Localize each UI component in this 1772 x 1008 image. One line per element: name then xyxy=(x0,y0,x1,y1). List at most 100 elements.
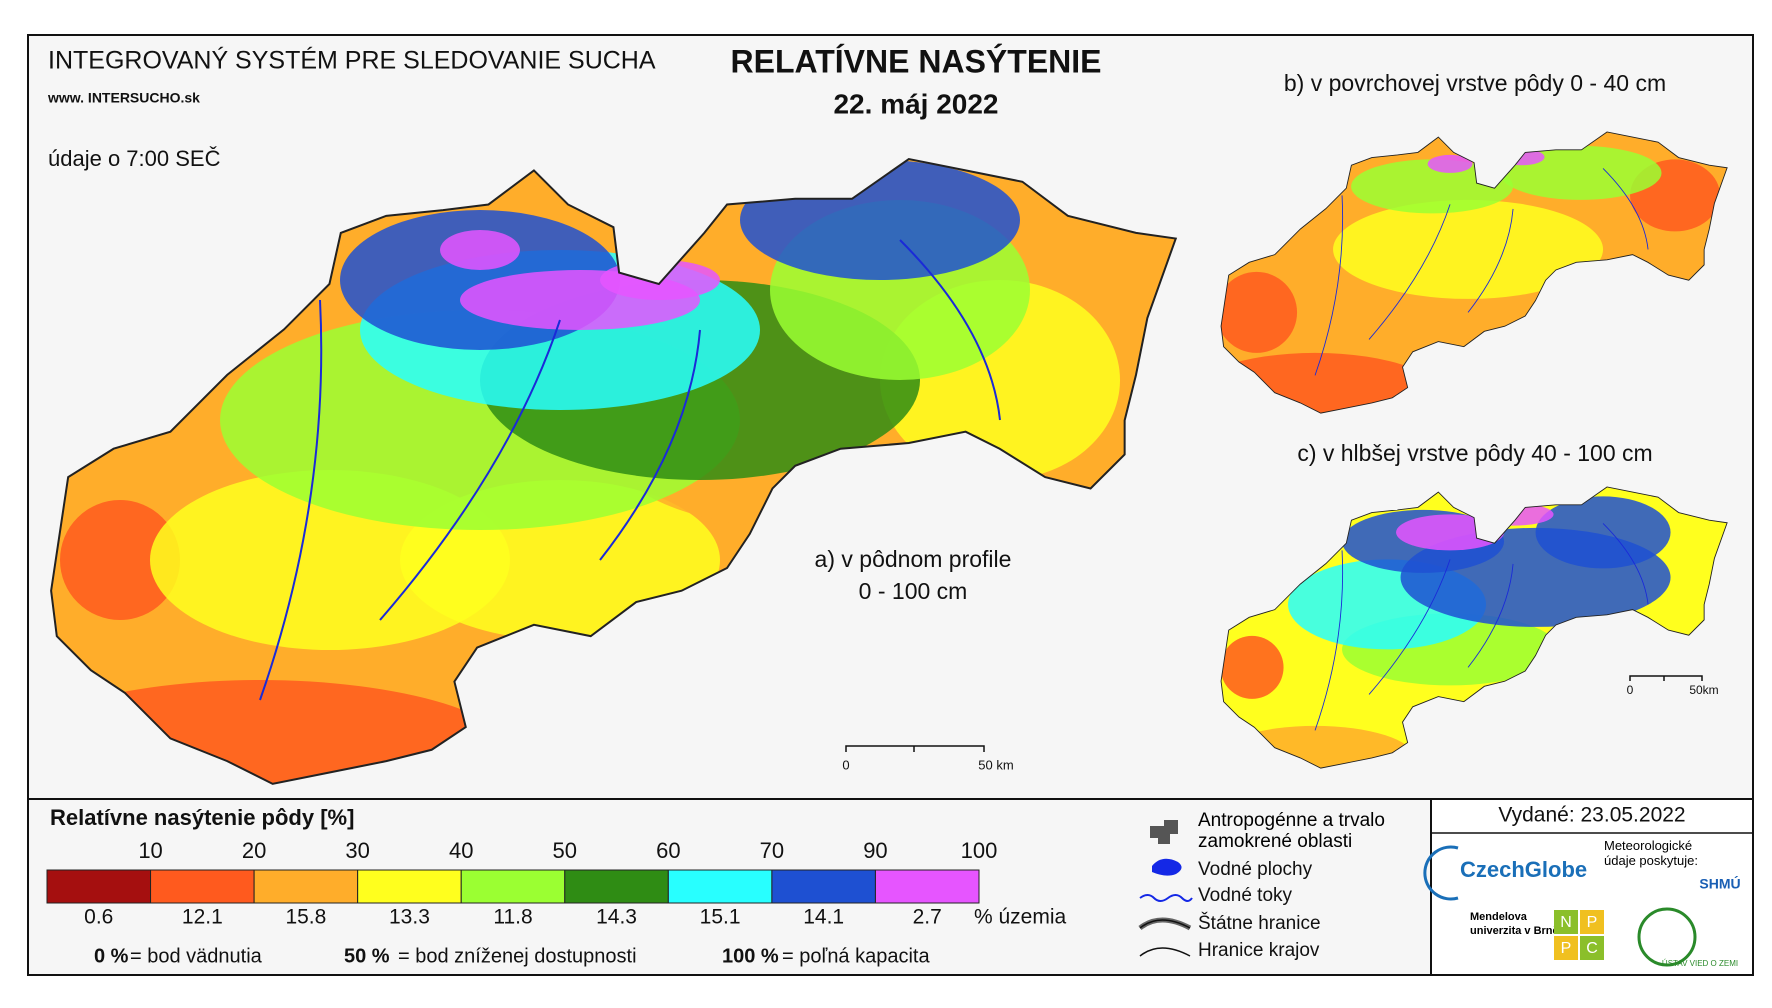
moisture-area xyxy=(60,500,180,620)
logo: ÚSTAV VIED O ZEMI xyxy=(1662,959,1738,968)
legend-swatch xyxy=(874,869,980,904)
region-icon xyxy=(1139,947,1191,957)
legend-bound: 70 xyxy=(760,838,784,863)
scale-bar xyxy=(845,745,985,752)
river xyxy=(899,239,1001,421)
nppc-cell xyxy=(1554,910,1578,934)
moisture-area xyxy=(1427,154,1473,173)
legend-share: 2.7 xyxy=(913,906,942,929)
anthropogenic-icon xyxy=(1150,820,1178,844)
mendel-box: Mendelova univerzita v Brně xyxy=(1470,911,1559,937)
meteo-text: Meteorologické údaje poskytuje: xyxy=(1604,838,1698,868)
note-text: = bod vädnutia xyxy=(130,945,263,967)
note-text: = bod zníženej dostupnosti xyxy=(398,945,637,967)
legend-swatch xyxy=(667,869,773,904)
nppc-logo: N PP C xyxy=(1554,910,1604,960)
scale-label: 0 xyxy=(1627,683,1634,697)
moisture-area xyxy=(1351,159,1514,214)
scale-label: 0 xyxy=(842,757,849,772)
logo-arc xyxy=(1423,845,1459,901)
moisture-area xyxy=(440,230,520,270)
title: RELATÍVNE NASÝTENIE xyxy=(731,43,1102,79)
river xyxy=(1602,168,1649,250)
river xyxy=(1602,523,1649,605)
nppc-cell xyxy=(1554,936,1578,960)
share-unit: % územia xyxy=(974,906,1067,929)
moisture-area xyxy=(1333,199,1604,299)
note-key: 100 % xyxy=(722,945,779,967)
map-label: a) v pôdnom profile xyxy=(815,546,1012,572)
legend-bound: 20 xyxy=(242,838,266,863)
legend-share: 12.1 xyxy=(182,906,223,929)
legend-bound: 40 xyxy=(449,838,473,863)
nppc-letter: P xyxy=(1561,940,1572,957)
time-note: údaje o 7:00 SEČ xyxy=(48,146,221,171)
symbol-label: Antropogénne a trvalo zamokrené oblasti xyxy=(1198,810,1385,852)
legend-swatch xyxy=(460,869,566,904)
website: www. INTERSUCHO.sk xyxy=(47,90,200,106)
meteo-box: Meteorologické údaje poskytuje: xyxy=(1604,838,1698,868)
legend-swatch xyxy=(150,869,255,904)
map-label: 0 - 100 cm xyxy=(859,578,968,604)
legend-swatch xyxy=(253,869,359,904)
mendel-text: Mendelova univerzita v Brně xyxy=(1470,911,1559,937)
legend-bound: 30 xyxy=(345,838,369,863)
legend-swatch xyxy=(771,869,876,904)
river xyxy=(259,299,323,701)
logo: SHMÚ xyxy=(1699,875,1740,892)
symbol-label: Štátne hranice xyxy=(1198,912,1321,934)
symbol-label: Vodné toky xyxy=(1198,885,1293,906)
symbol-label: Hranice krajov xyxy=(1198,940,1320,961)
legend-share: 14.3 xyxy=(596,906,637,929)
legend-share: 15.1 xyxy=(700,906,741,929)
scale-label: 50km xyxy=(1689,683,1718,697)
map-label: c) v hlbšej vrstve pôdy 40 - 100 cm xyxy=(1297,440,1652,466)
legend-share: 13.3 xyxy=(389,906,430,929)
legend-share: 0.6 xyxy=(84,906,113,929)
river xyxy=(1314,195,1344,376)
scale-bar xyxy=(1629,675,1703,681)
river xyxy=(1368,559,1451,695)
symbol-labels: Antropogénne a trvalo zamokrené oblasti V… xyxy=(1198,810,1385,961)
state-border xyxy=(50,157,1178,785)
state-border xyxy=(1220,486,1728,769)
river-icon xyxy=(1139,894,1193,902)
legend-bound: 10 xyxy=(138,838,162,863)
legend-share: 15.8 xyxy=(285,906,326,929)
date: 22. máj 2022 xyxy=(833,88,998,119)
river xyxy=(1467,208,1514,313)
river xyxy=(1314,550,1344,731)
legend-bound: 100 xyxy=(961,838,998,863)
note-text: = poľná kapacita xyxy=(782,945,930,967)
nppc-letter: N xyxy=(1560,914,1572,931)
note-key: 50 % xyxy=(344,945,390,967)
legend-title: Relatívne nasýtenie pôdy [%] xyxy=(50,805,354,830)
legend-swatch xyxy=(46,869,152,904)
nppc-letter: P xyxy=(1587,914,1598,931)
moisture-area xyxy=(1535,496,1671,569)
river xyxy=(1368,204,1451,340)
issued: Vydané: 23.05.2022 xyxy=(1498,804,1685,827)
nppc-cell xyxy=(1580,936,1604,960)
nppc-letter: C xyxy=(1586,940,1598,957)
nppc-cell xyxy=(1580,910,1604,934)
system-name: INTEGROVANÝ SYSTÉM PRE SLEDOVANIE SUCHA xyxy=(48,46,656,75)
symbol-legend xyxy=(1138,820,1193,957)
state-border xyxy=(1220,131,1728,414)
map-label: b) v povrchovej vrstve pôdy 0 - 40 cm xyxy=(1284,70,1666,96)
legend-swatch xyxy=(564,869,669,904)
water-icon xyxy=(1152,858,1182,876)
moisture-area xyxy=(1221,271,1298,353)
border-icon xyxy=(1139,919,1191,929)
legend-share: 14.1 xyxy=(803,906,844,929)
logo: CzechGlobe xyxy=(1460,857,1587,882)
legend-swatch xyxy=(357,869,462,904)
symbol-label-box: Antropogénne a trvalo zamokrené oblasti xyxy=(1198,810,1385,852)
legend: 10 0.6 20 12.1 30 15.8 40 13.3 50 11.8 60 14.3 70 15.… xyxy=(46,838,998,967)
moisture-area xyxy=(1221,635,1284,699)
river xyxy=(1467,563,1514,668)
legend-bound: 60 xyxy=(656,838,680,863)
logo-ring xyxy=(1637,907,1697,967)
